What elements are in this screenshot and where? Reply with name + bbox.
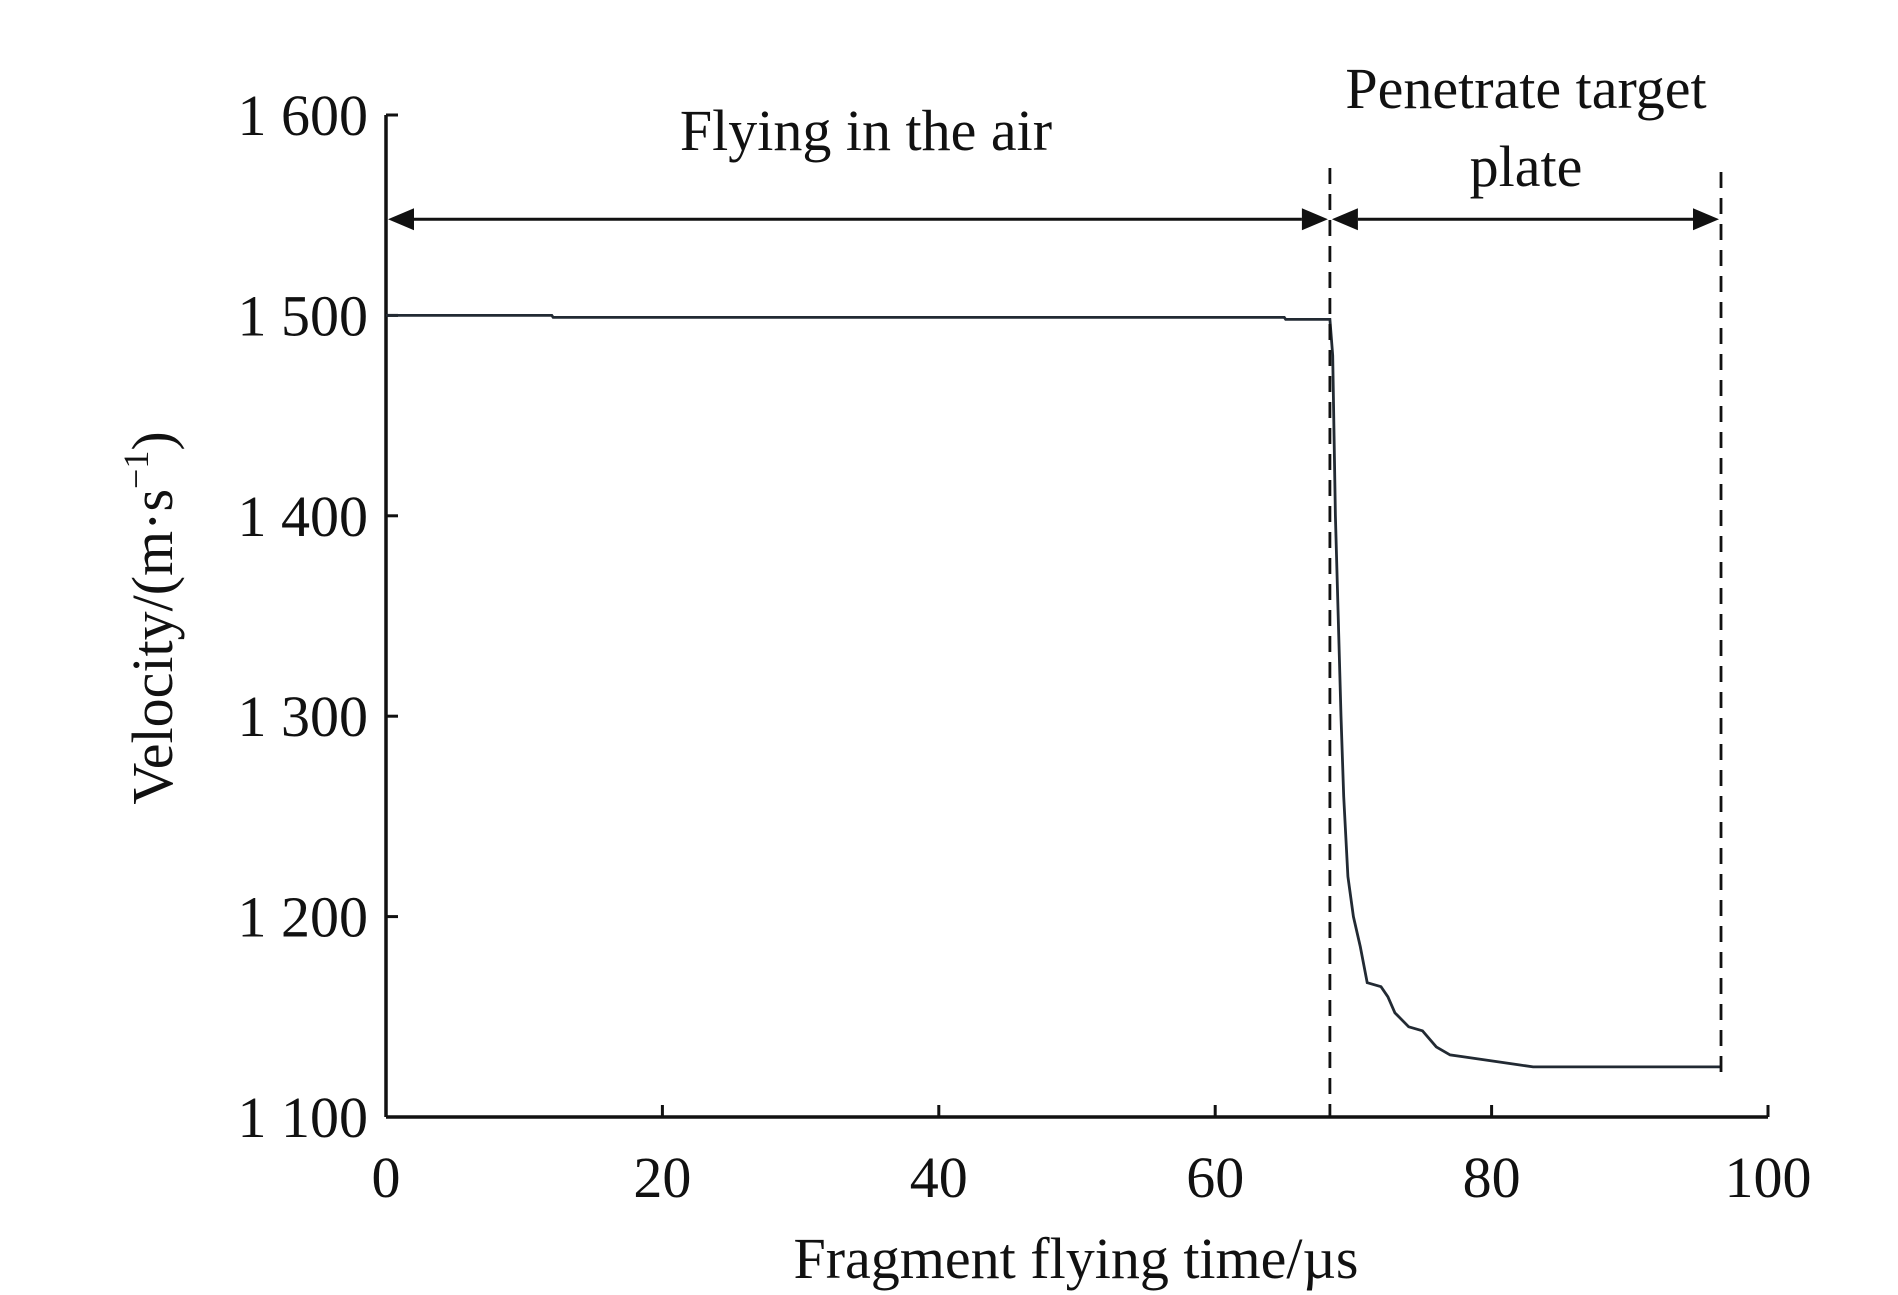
- y-axis-title-close: ): [120, 431, 185, 450]
- axes: [384, 115, 1768, 1119]
- y-tick-label: 1 100: [238, 1085, 369, 1150]
- y-tick-label: 1 600: [238, 83, 369, 148]
- y-tick-label: 1 300: [238, 684, 369, 749]
- region-label-flying: Flying in the air: [680, 98, 1052, 163]
- region-label-penetrate-line1: Penetrate target: [1345, 56, 1706, 121]
- arrow-flying-head-right: [1301, 208, 1328, 231]
- annotations: [388, 168, 1723, 1117]
- arrow-penetrate-head-left: [1331, 208, 1358, 231]
- arrow-penetrate-head-right: [1693, 208, 1720, 231]
- series-layer: [386, 314, 1721, 1069]
- region-label-penetrate-line2: plate: [1470, 134, 1583, 199]
- x-tick-label: 100: [1725, 1145, 1812, 1210]
- ticks: 0 20 40 60 80 100 1 100 1 200 1 300 1 400 1 500 1 6…: [238, 83, 1812, 1210]
- y-axis-title: Velocity/(m·s−1): [116, 431, 185, 804]
- y-tick-label: 1 200: [238, 885, 369, 950]
- x-axis-title: Fragment flying time/µs: [793, 1226, 1358, 1291]
- x-tick-label: 80: [1463, 1145, 1521, 1210]
- arrow-flying-head-left: [388, 208, 414, 231]
- x-tick-label: 60: [1186, 1145, 1244, 1210]
- x-tick-label: 40: [910, 1145, 968, 1210]
- velocity-series-line: [386, 314, 1721, 1069]
- x-tick-label: 0: [372, 1145, 401, 1210]
- y-axis-title-main: Velocity/(m·s: [120, 489, 185, 805]
- y-tick-label: 1 400: [238, 484, 369, 549]
- y-axis-title-sup: −1: [116, 451, 156, 489]
- x-tick-label: 20: [633, 1145, 691, 1210]
- y-tick-label: 1 500: [238, 283, 369, 348]
